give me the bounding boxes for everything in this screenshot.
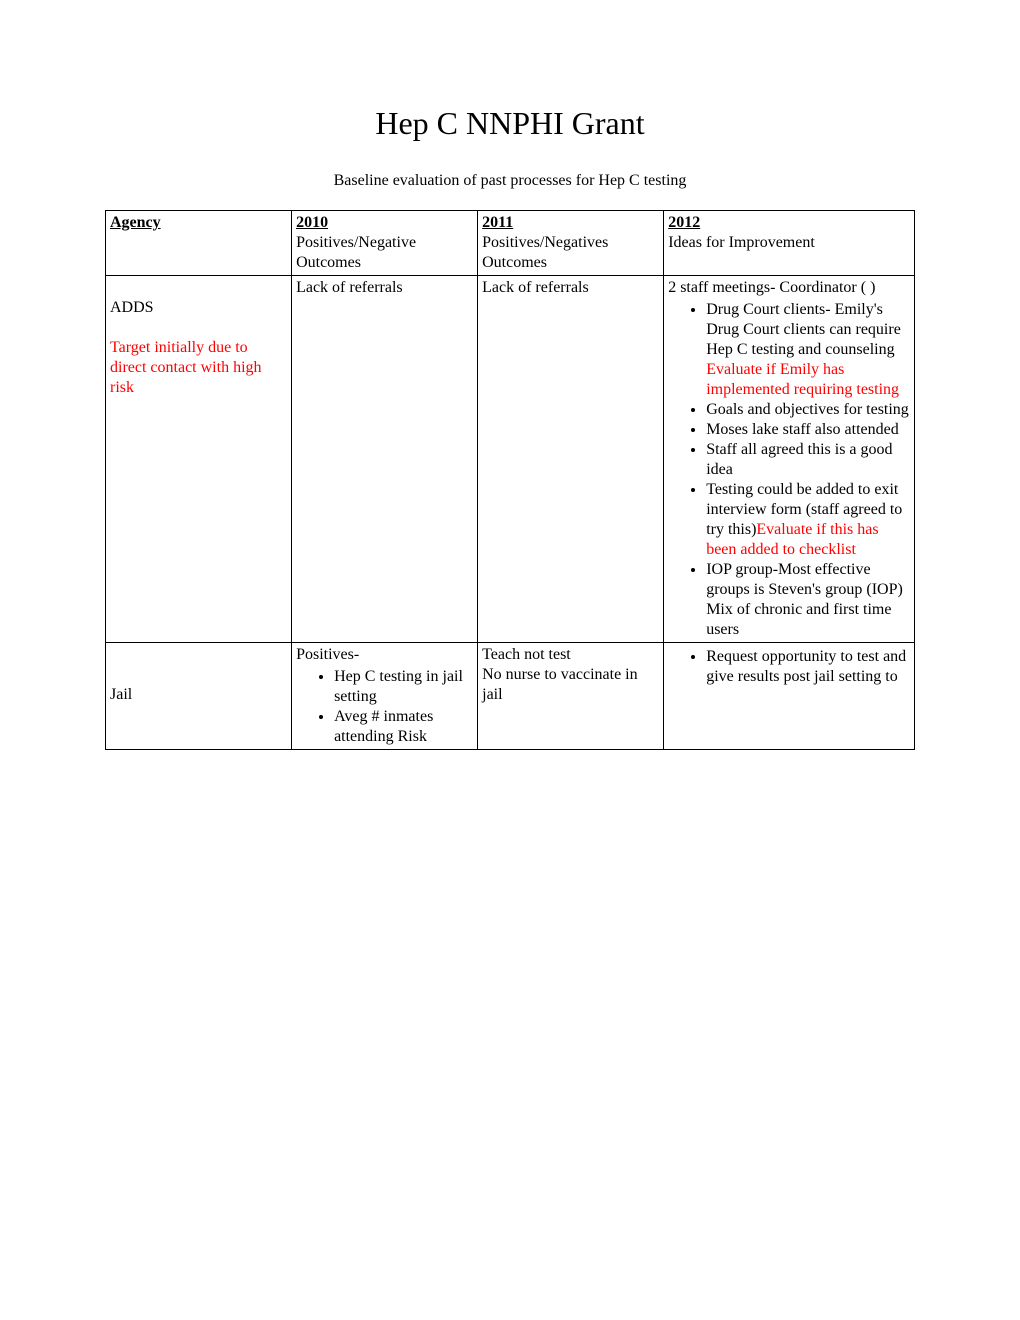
adds-2011-text: Lack of referrals (482, 279, 589, 296)
header-2012: 2012 Ideas for Improvement (664, 211, 915, 276)
adds-2010-text: Lack of referrals (296, 279, 403, 296)
header-2010-sub: Positives/Negative Outcomes (296, 234, 416, 271)
header-2011-label: 2011 (482, 214, 513, 231)
list-item: Drug Court clients- Emily's Drug Court c… (706, 300, 910, 400)
jail-2011-cell: Teach not test No nurse to vaccinate in … (478, 643, 664, 750)
jail-2011-text: Teach not test No nurse to vaccinate in … (482, 645, 659, 705)
header-agency: Agency (106, 211, 292, 276)
table-row-adds: ADDS Target initially due to direct cont… (106, 276, 915, 643)
jail-agency-name: Jail (110, 686, 132, 703)
adds-2012-bullets: Drug Court clients- Emily's Drug Court c… (668, 300, 910, 640)
adds-2012-intro: 2 staff meetings- Coordinator ( ) (668, 279, 875, 296)
jail-2012-cell: Request opportunity to test and give res… (664, 643, 915, 750)
page-title: Hep C NNPHI Grant (105, 105, 915, 142)
jail-2012-bullets: Request opportunity to test and give res… (668, 647, 910, 687)
page-subtitle: Baseline evaluation of past processes fo… (105, 172, 915, 190)
adds-2010-cell: Lack of referrals (292, 276, 478, 643)
list-item: Moses lake staff also attended (706, 420, 910, 440)
header-2011-sub: Positives/Negatives Outcomes (482, 234, 608, 271)
list-item: IOP group-Most effective groups is Steve… (706, 560, 910, 640)
table-header-row: Agency 2010 Positives/Negative Outcomes … (106, 211, 915, 276)
adds-agency-cell: ADDS Target initially due to direct cont… (106, 276, 292, 643)
header-2011: 2011 Positives/Negatives Outcomes (478, 211, 664, 276)
adds-2011-cell: Lack of referrals (478, 276, 664, 643)
adds-agency-name: ADDS (110, 299, 154, 316)
table-row-jail: Jail Positives- Hep C testing in jail se… (106, 643, 915, 750)
header-2012-label: 2012 (668, 214, 700, 231)
evaluation-table: Agency 2010 Positives/Negative Outcomes … (105, 210, 915, 750)
list-item: Request opportunity to test and give res… (706, 647, 910, 687)
adds-agency-note: Target initially due to direct contact w… (110, 339, 262, 396)
jail-2010-cell: Positives- Hep C testing in jail setting… (292, 643, 478, 750)
jail-2010-intro: Positives- (296, 646, 359, 663)
header-2010: 2010 Positives/Negative Outcomes (292, 211, 478, 276)
list-item: Testing could be added to exit interview… (706, 480, 910, 560)
adds-2012-cell: 2 staff meetings- Coordinator ( ) Drug C… (664, 276, 915, 643)
list-item: Staff all agreed this is a good idea (706, 440, 910, 480)
jail-agency-cell: Jail (106, 643, 292, 750)
header-2010-label: 2010 (296, 214, 328, 231)
list-item: Goals and objectives for testing (706, 400, 910, 420)
list-item: Aveg # inmates attending Risk (334, 707, 473, 747)
header-agency-label: Agency (110, 214, 161, 231)
list-item: Hep C testing in jail setting (334, 667, 473, 707)
jail-2010-bullets: Hep C testing in jail setting Aveg # inm… (296, 667, 473, 747)
header-2012-sub: Ideas for Improvement (668, 234, 815, 251)
